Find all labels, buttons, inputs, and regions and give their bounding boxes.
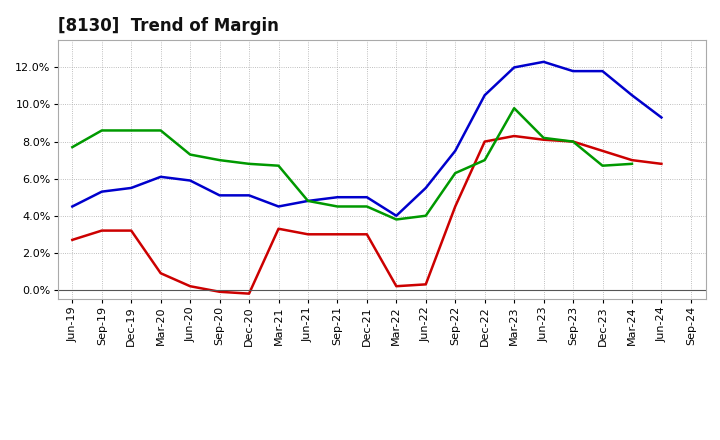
Operating Cashflow [97, 128, 106, 133]
Ordinary Income [186, 178, 194, 183]
Ordinary Income [569, 69, 577, 74]
Operating Cashflow [421, 213, 430, 218]
Operating Cashflow [304, 198, 312, 204]
Ordinary Income [363, 194, 372, 200]
Net Income [363, 231, 372, 237]
Net Income [510, 133, 518, 139]
Line: Operating Cashflow: Operating Cashflow [72, 108, 632, 220]
Operating Cashflow [598, 163, 607, 169]
Ordinary Income [127, 185, 135, 191]
Operating Cashflow [215, 158, 224, 163]
Net Income [392, 284, 400, 289]
Net Income [598, 148, 607, 154]
Net Income [68, 237, 76, 242]
Net Income [480, 139, 489, 144]
Operating Cashflow [392, 217, 400, 222]
Ordinary Income [245, 193, 253, 198]
Line: Net Income: Net Income [72, 136, 662, 293]
Ordinary Income [392, 213, 400, 218]
Ordinary Income [451, 148, 459, 154]
Ordinary Income [156, 174, 165, 180]
Net Income [569, 139, 577, 144]
Ordinary Income [215, 193, 224, 198]
Operating Cashflow [539, 135, 548, 140]
Ordinary Income [480, 92, 489, 98]
Net Income [628, 158, 636, 163]
Operating Cashflow [363, 204, 372, 209]
Net Income [127, 228, 135, 233]
Net Income [451, 204, 459, 209]
Ordinary Income [304, 198, 312, 204]
Operating Cashflow [156, 128, 165, 133]
Ordinary Income [421, 185, 430, 191]
Ordinary Income [68, 204, 76, 209]
Net Income [215, 289, 224, 294]
Operating Cashflow [628, 161, 636, 166]
Net Income [245, 291, 253, 296]
Ordinary Income [598, 69, 607, 74]
Net Income [186, 284, 194, 289]
Operating Cashflow [245, 161, 253, 166]
Ordinary Income [510, 65, 518, 70]
Operating Cashflow [333, 204, 342, 209]
Operating Cashflow [569, 139, 577, 144]
Ordinary Income [628, 92, 636, 98]
Operating Cashflow [127, 128, 135, 133]
Operating Cashflow [451, 170, 459, 176]
Net Income [304, 231, 312, 237]
Operating Cashflow [68, 144, 76, 150]
Line: Ordinary Income: Ordinary Income [72, 62, 662, 216]
Net Income [97, 228, 106, 233]
Operating Cashflow [480, 158, 489, 163]
Ordinary Income [274, 204, 283, 209]
Net Income [539, 137, 548, 143]
Ordinary Income [539, 59, 548, 65]
Net Income [421, 282, 430, 287]
Operating Cashflow [274, 163, 283, 169]
Text: [8130]  Trend of Margin: [8130] Trend of Margin [58, 17, 279, 35]
Ordinary Income [657, 115, 666, 120]
Operating Cashflow [510, 106, 518, 111]
Operating Cashflow [186, 152, 194, 157]
Net Income [333, 231, 342, 237]
Net Income [156, 271, 165, 276]
Net Income [657, 161, 666, 166]
Net Income [274, 226, 283, 231]
Ordinary Income [97, 189, 106, 194]
Ordinary Income [333, 194, 342, 200]
